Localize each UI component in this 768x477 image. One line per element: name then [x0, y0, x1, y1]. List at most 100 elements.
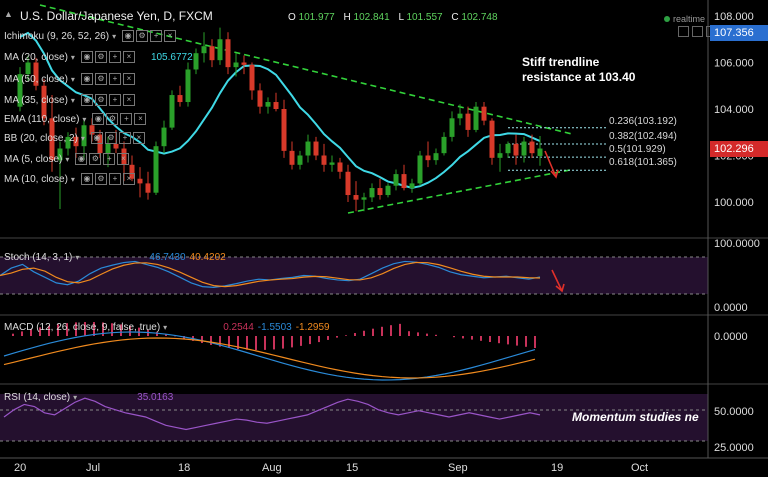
- eye-icon[interactable]: ◉: [80, 94, 93, 106]
- chevron-down-icon[interactable]: ▾: [65, 154, 70, 164]
- add-icon[interactable]: +: [108, 73, 121, 85]
- indicator-row[interactable]: MA (10, close) ▾ ◉ ⚙ + ×: [4, 172, 137, 186]
- chevron-down-icon[interactable]: ▾: [70, 52, 75, 62]
- add-icon[interactable]: +: [150, 30, 163, 42]
- time-tick-label: Sep: [448, 462, 468, 474]
- indicator-buttons[interactable]: ◉ ⚙ + ×: [80, 94, 137, 106]
- minimize-icon[interactable]: [678, 26, 689, 37]
- eye-icon[interactable]: ◉: [92, 113, 105, 125]
- close-icon[interactable]: ×: [122, 173, 135, 185]
- eye-icon[interactable]: ◉: [80, 173, 93, 185]
- chevron-down-icon[interactable]: ▾: [82, 114, 87, 124]
- close-icon[interactable]: ×: [117, 153, 130, 165]
- close-icon[interactable]: ×: [122, 94, 135, 106]
- candle-body: [377, 188, 383, 196]
- add-icon[interactable]: +: [120, 113, 133, 125]
- fib-label-0382: 0.382(102.494): [609, 131, 677, 142]
- macd-legend[interactable]: MACD (12, 26, close, 9, false, true) ▾ 0.…: [4, 320, 330, 334]
- candle-body: [233, 62, 239, 68]
- eye-icon[interactable]: ◉: [75, 153, 88, 165]
- pane-tick-label: 0.0000: [714, 331, 748, 343]
- candle-body: [409, 183, 415, 189]
- indicator-row[interactable]: Ichimoku (9, 26, 52, 26) ▾ ◉ ⚙ + ×: [4, 29, 178, 43]
- indicator-buttons[interactable]: ◉ ⚙ + ×: [80, 73, 137, 85]
- indicator-row[interactable]: EMA (110, close) ▾ ◉ ⚙ + ×: [4, 112, 148, 126]
- downtrend-line: [39, 4, 573, 135]
- rsi-legend[interactable]: RSI (14, close) ▾ 35.0163: [4, 390, 173, 404]
- eye-icon[interactable]: ◉: [90, 132, 103, 144]
- indicator-row[interactable]: MA (35, close) ▾ ◉ ⚙ + ×: [4, 93, 137, 107]
- chevron-down-icon[interactable]: ▾: [73, 392, 78, 402]
- close-icon[interactable]: ×: [122, 73, 135, 85]
- macd-label: MACD (12, 26, close, 9, false, true): [4, 321, 161, 333]
- candle-body: [289, 150, 295, 165]
- indicator-label: MA (10, close): [4, 173, 68, 185]
- indicator-buttons[interactable]: ◉ ⚙ + ×: [80, 173, 137, 185]
- candle-body: [81, 125, 87, 147]
- close-icon[interactable]: ×: [132, 132, 145, 144]
- close-icon[interactable]: ×: [164, 30, 177, 42]
- candle-body: [225, 39, 231, 68]
- indicator-buttons[interactable]: ◉ ⚙ + ×: [80, 51, 137, 63]
- indicator-buttons[interactable]: ◉ ⚙ + ×: [122, 30, 178, 42]
- candle-body: [449, 118, 455, 137]
- close-icon[interactable]: ×: [122, 51, 135, 63]
- candle-body: [25, 62, 31, 75]
- fib-label-0236: 0.236(103.192): [609, 116, 677, 127]
- chevron-down-icon[interactable]: ▾: [70, 95, 75, 105]
- settings-icon[interactable]: ⚙: [104, 132, 117, 144]
- candle-body: [265, 102, 271, 107]
- time-tick-label: Jul: [86, 462, 100, 474]
- add-icon[interactable]: +: [108, 51, 121, 63]
- close-icon[interactable]: ×: [134, 113, 147, 125]
- chevron-down-icon[interactable]: ▾: [70, 74, 75, 84]
- candle-body: [337, 162, 343, 172]
- chevron-down-icon[interactable]: ▾: [75, 252, 80, 262]
- pane-tick-label: 50.0000: [714, 406, 754, 418]
- chevron-down-icon[interactable]: ▾: [80, 133, 85, 143]
- indicator-label: MA (5, close): [4, 153, 63, 165]
- settings-icon[interactable]: ⚙: [94, 73, 107, 85]
- indicator-buttons[interactable]: ◉ ⚙ + ×: [75, 153, 131, 165]
- add-icon[interactable]: +: [108, 173, 121, 185]
- collapse-arrow-icon[interactable]: ▲: [4, 9, 13, 19]
- price-tick-label: 106.000: [714, 58, 754, 70]
- chevron-down-icon[interactable]: ▾: [112, 31, 117, 41]
- add-icon[interactable]: +: [118, 132, 131, 144]
- maximize-icon[interactable]: [692, 26, 703, 37]
- chevron-down-icon[interactable]: ▾: [163, 322, 168, 332]
- indicator-buttons[interactable]: ◉ ⚙ + ×: [92, 113, 148, 125]
- settings-icon[interactable]: ⚙: [106, 113, 119, 125]
- indicator-value: 105.6772: [150, 51, 193, 63]
- candle-body: [425, 155, 431, 161]
- indicator-row[interactable]: BB (20, close, 2) ▾ ◉ ⚙ + ×: [4, 131, 147, 145]
- settings-icon[interactable]: ⚙: [136, 30, 149, 42]
- indicator-row[interactable]: MA (50, close) ▾ ◉ ⚙ + ×: [4, 72, 137, 86]
- price-tick-label: 100.000: [714, 197, 754, 209]
- add-icon[interactable]: +: [103, 153, 116, 165]
- indicator-buttons[interactable]: ◉ ⚙ + ×: [90, 132, 147, 144]
- time-tick-label: Aug: [262, 462, 282, 474]
- stoch-legend[interactable]: Stoch (14, 3, 1) ▾ 46.7430 40.4202: [4, 250, 226, 264]
- stoch-d-line: [0, 261, 541, 288]
- settings-icon[interactable]: ⚙: [94, 94, 107, 106]
- time-tick-label: 18: [178, 462, 190, 474]
- settings-icon[interactable]: ⚙: [94, 173, 107, 185]
- candle-body: [537, 148, 543, 156]
- add-icon[interactable]: +: [108, 94, 121, 106]
- eye-icon[interactable]: ◉: [80, 51, 93, 63]
- candle-body: [441, 136, 447, 154]
- settings-icon[interactable]: ⚙: [94, 51, 107, 63]
- settings-icon[interactable]: ⚙: [89, 153, 102, 165]
- candle-body: [369, 188, 375, 198]
- rsi-label: RSI (14, close): [4, 391, 71, 403]
- eye-icon[interactable]: ◉: [80, 73, 93, 85]
- indicator-label: MA (20, close): [4, 51, 68, 63]
- candle-body: [417, 155, 423, 184]
- eye-icon[interactable]: ◉: [122, 30, 135, 42]
- indicator-row[interactable]: MA (20, close) ▾ ◉ ⚙ + × 105.6772: [4, 50, 193, 64]
- macd-hist-value: 0.2544: [223, 321, 254, 333]
- candle-body: [401, 174, 407, 189]
- indicator-row[interactable]: MA (5, close) ▾ ◉ ⚙ + ×: [4, 152, 131, 166]
- chevron-down-icon[interactable]: ▾: [70, 174, 75, 184]
